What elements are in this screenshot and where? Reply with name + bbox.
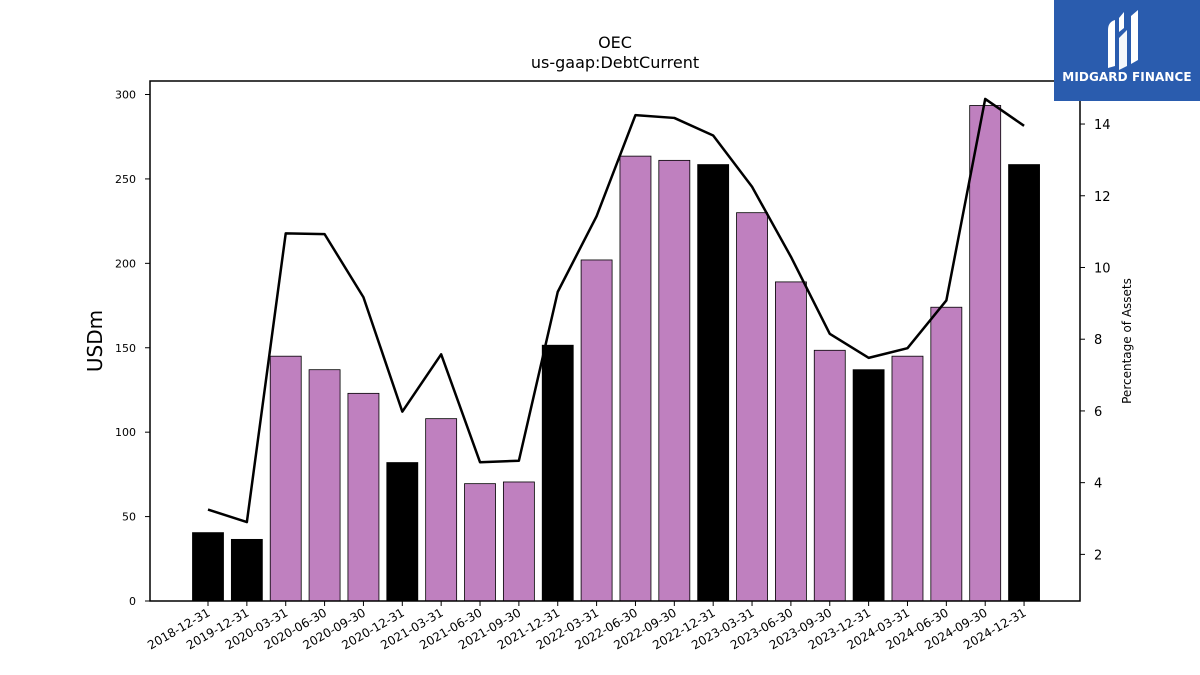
chart-subtitle: us-gaap:DebtCurrent <box>531 53 699 72</box>
bar-2021-12-31 <box>541 344 574 602</box>
y2-tick-label: 2 <box>1094 548 1102 563</box>
bar-2020-09-30 <box>347 392 380 602</box>
logo-mark-icon <box>1108 10 1138 70</box>
bar-2022-03-31 <box>580 259 613 602</box>
y-tick-label: 250 <box>115 173 136 186</box>
bar-2023-09-30 <box>813 349 846 602</box>
bar-2021-03-31 <box>425 418 458 602</box>
y-tick-label: 200 <box>115 257 136 270</box>
y2-tick-label: 4 <box>1094 477 1102 492</box>
y2-tick-label: 14 <box>1094 118 1111 133</box>
logo-text: MIDGARD FINANCE <box>1062 70 1192 84</box>
y2-tick-label: 10 <box>1094 261 1111 276</box>
bar-2020-03-31 <box>269 355 302 602</box>
y2-tick-label: 8 <box>1094 333 1102 348</box>
bar-2024-03-31 <box>891 355 924 602</box>
percentage-line <box>207 97 1025 524</box>
bar-2024-06-30 <box>930 306 963 602</box>
bar-2019-12-31 <box>230 538 263 602</box>
chart-title: OEC <box>598 33 632 52</box>
y-tick-label: 150 <box>115 342 136 355</box>
y2-tick-label: 6 <box>1094 405 1102 420</box>
y2-tick-label: 12 <box>1094 190 1111 205</box>
bar-2022-09-30 <box>658 159 691 602</box>
bar-2021-09-30 <box>502 481 535 602</box>
bar-2023-12-31 <box>852 369 885 602</box>
bar-2021-06-30 <box>464 483 496 602</box>
y-tick-label: 100 <box>115 426 136 439</box>
midgard-finance-logo: MIDGARD FINANCE <box>1054 0 1200 101</box>
y-tick-label: 300 <box>115 89 136 102</box>
bar-2020-06-30 <box>308 369 341 602</box>
y2-axis-label: Percentage of Assets <box>1120 278 1134 404</box>
y-axis-label: USDm <box>83 310 107 372</box>
y-tick-label: 50 <box>122 511 136 524</box>
bar-2024-09-30 <box>969 105 1002 602</box>
bar-2023-03-31 <box>736 212 768 602</box>
bar-2022-12-31 <box>697 164 730 602</box>
y-tick-label: 0 <box>129 595 136 608</box>
bar-2022-06-30 <box>619 155 652 602</box>
plot-frame <box>149 80 1081 602</box>
bar-2020-12-31 <box>386 462 419 602</box>
bar-2023-06-30 <box>775 281 807 602</box>
bar-2024-12-31 <box>1008 164 1040 602</box>
bar-2018-12-31 <box>192 532 224 602</box>
